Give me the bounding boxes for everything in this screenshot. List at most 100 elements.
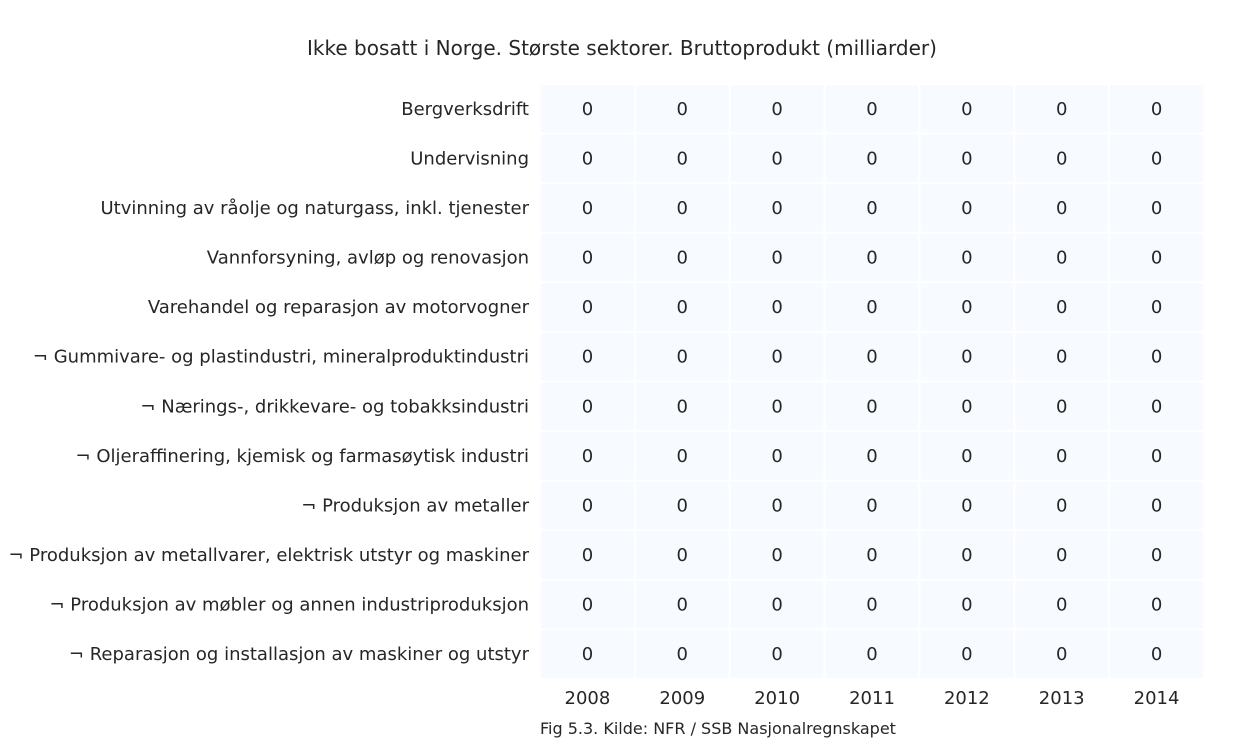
x-tick-label: 2012	[944, 688, 990, 709]
heatmap-cell	[1108, 430, 1205, 482]
heatmap-cell-label: 0	[582, 545, 593, 566]
heatmap-cell-label: 0	[771, 396, 782, 417]
heatmap-cell-label: 0	[771, 248, 782, 269]
heatmap-cell-label: 0	[1056, 644, 1067, 665]
heatmap-cell	[1108, 182, 1205, 234]
heatmap-cell	[1013, 380, 1111, 433]
heatmap-cell-label: 0	[582, 248, 593, 269]
heatmap-cell-label: 0	[866, 297, 877, 318]
heatmap-cell	[728, 380, 826, 433]
heatmap-cell-label: 0	[866, 198, 877, 219]
heatmap-cell	[1108, 132, 1205, 185]
heatmap-cell	[918, 628, 1016, 681]
y-tick-label: Varehandel og reparasjon av motorvogner	[148, 297, 530, 318]
heatmap-cell	[918, 380, 1016, 433]
heatmap-cell	[918, 479, 1016, 532]
heatmap-cell	[823, 628, 921, 681]
heatmap-cell	[1108, 529, 1205, 581]
y-tick-label: ¬ Reparasjon og installasjon av maskiner…	[69, 644, 530, 665]
heatmap-cell	[633, 578, 731, 631]
heatmap-cell-label: 0	[677, 644, 688, 665]
heatmap-cell-label: 0	[582, 595, 593, 616]
heatmap-cell-label: 0	[582, 347, 593, 368]
heatmap-cell	[633, 83, 731, 135]
heatmap-cell	[1013, 182, 1111, 234]
heatmap-cell-label: 0	[677, 198, 688, 219]
heatmap-cell-label: 0	[1151, 595, 1162, 616]
heatmap-cell-label: 0	[961, 148, 972, 169]
heatmap-cell-label: 0	[771, 198, 782, 219]
heatmap-cell	[728, 182, 826, 234]
heatmap-cell-label: 0	[866, 595, 877, 616]
heatmap-cell-label: 0	[677, 396, 688, 417]
heatmap-cell	[539, 83, 636, 135]
heatmap-cell-label: 0	[1056, 446, 1067, 467]
x-tick-label: 2010	[754, 688, 800, 709]
heatmap-cell-label: 0	[582, 99, 593, 120]
heatmap-cell-label: 0	[1151, 446, 1162, 467]
heatmap-cell-label: 0	[961, 248, 972, 269]
x-tick-label: 2008	[565, 688, 611, 709]
heatmap-cell-label: 0	[1056, 545, 1067, 566]
y-tick-label: Utvinning av råolje og naturgass, inkl. …	[100, 198, 529, 219]
heatmap-cell-label: 0	[1056, 297, 1067, 318]
heatmap-cell	[1108, 330, 1205, 383]
heatmap-cell-label: 0	[771, 595, 782, 616]
heatmap-cell-label: 0	[1056, 495, 1067, 516]
heatmap-cell-label: 0	[1151, 198, 1162, 219]
heatmap-cell	[539, 628, 636, 681]
heatmap-cell	[918, 430, 1016, 482]
heatmap-cell-label: 0	[961, 595, 972, 616]
heatmap-cell-label: 0	[961, 545, 972, 566]
heatmap-cell-label: 0	[1056, 396, 1067, 417]
heatmap-cell-label: 0	[677, 248, 688, 269]
y-tick-label: Bergverksdrift	[401, 99, 529, 120]
heatmap-cell-label: 0	[866, 99, 877, 120]
chart-title: Ikke bosatt i Norge. Største sektorer. B…	[307, 36, 937, 60]
heatmap-cell-label: 0	[1151, 545, 1162, 566]
heatmap-cell-label: 0	[771, 347, 782, 368]
chart-caption: Fig 5.3. Kilde: NFR / SSB Nasjonalregnsk…	[540, 719, 896, 738]
heatmap-cell-label: 0	[866, 248, 877, 269]
x-tick-label: 2009	[659, 688, 705, 709]
heatmap-cell-label: 0	[677, 148, 688, 169]
y-tick-label: ¬ Oljeraffinering, kjemisk og farmasøyti…	[76, 446, 529, 467]
heatmap-cell-label: 0	[1151, 347, 1162, 368]
heatmap-cell	[918, 578, 1016, 631]
heatmap-cell-label: 0	[582, 297, 593, 318]
heatmap-cell	[539, 330, 636, 383]
heatmap-cell	[728, 132, 826, 185]
heatmap-cell-label: 0	[866, 396, 877, 417]
heatmap-cell	[539, 132, 636, 185]
heatmap-cell-label: 0	[866, 495, 877, 516]
heatmap-cell	[633, 628, 731, 681]
heatmap-cell	[1013, 529, 1111, 581]
heatmap-cell-label: 0	[866, 545, 877, 566]
heatmap-cell-label: 0	[677, 595, 688, 616]
heatmap-cell	[539, 430, 636, 482]
heatmap-cell-label: 0	[677, 297, 688, 318]
heatmap-cell	[633, 430, 731, 482]
heatmap-cell	[539, 281, 636, 333]
heatmap-cell	[918, 132, 1016, 185]
heatmap-cell-label: 0	[961, 297, 972, 318]
heatmap-cell	[728, 479, 826, 532]
heatmap-cell-label: 0	[1151, 99, 1162, 120]
heatmap-cell-label: 0	[771, 495, 782, 516]
heatmap-cell-label: 0	[582, 446, 593, 467]
heatmap-cell-label: 0	[677, 99, 688, 120]
heatmap-cell-label: 0	[961, 495, 972, 516]
heatmap-cell-label: 0	[582, 198, 593, 219]
heatmap-cell	[823, 380, 921, 433]
heatmap-cell	[728, 578, 826, 631]
heatmap-cell	[1013, 231, 1111, 284]
heatmap-cell-label: 0	[1151, 644, 1162, 665]
heatmap-cell	[633, 231, 731, 284]
heatmap-cell-label: 0	[961, 347, 972, 368]
heatmap-cell-label: 0	[582, 148, 593, 169]
heatmap-cell-label: 0	[1151, 248, 1162, 269]
heatmap-cell-label: 0	[582, 495, 593, 516]
heatmap-cell-label: 0	[866, 148, 877, 169]
